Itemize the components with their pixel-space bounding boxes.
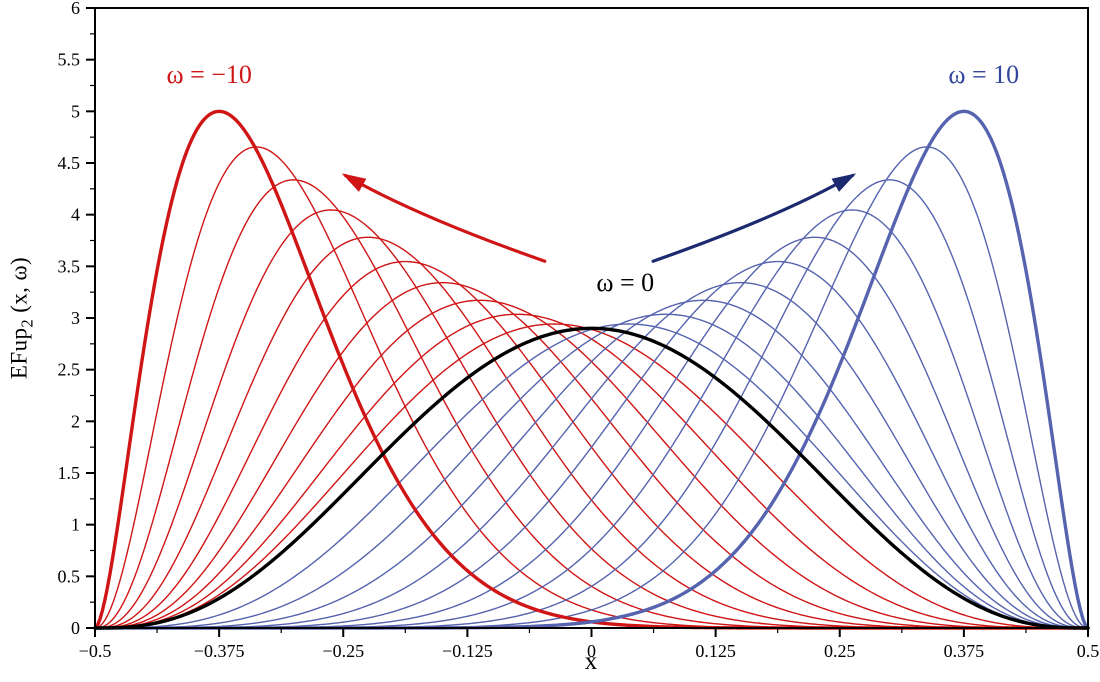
curve-omega--5 <box>95 260 1088 629</box>
y-tick-label: 1.5 <box>58 463 81 483</box>
arrow-to-positive-head <box>831 173 857 192</box>
curve-omega-4 <box>95 281 1088 629</box>
curve-omega--7 <box>94 209 1088 629</box>
y-tick-label: 5.5 <box>58 50 81 70</box>
y-tick-label: 2.5 <box>58 360 81 380</box>
curve-omega--6 <box>95 236 1088 629</box>
annotation-omega-0: ω = 0 <box>596 267 655 297</box>
curve-omega-3 <box>95 299 1088 629</box>
curve-omega-7 <box>95 209 1089 629</box>
curve-omega--10 <box>93 109 1090 630</box>
curve-omega--9 <box>94 146 1088 629</box>
curve-omega-5 <box>95 260 1088 629</box>
curve-omega-9 <box>95 146 1089 629</box>
annotation-omega-10: ω = 10 <box>948 60 1020 90</box>
arrow-to-positive <box>651 173 855 263</box>
arrow-to-negative-head <box>341 173 367 192</box>
y-tick-label: 4 <box>71 205 80 225</box>
curve-omega--3 <box>95 299 1088 629</box>
x-tick-label: 0 <box>587 641 596 661</box>
curve-omega--8 <box>94 179 1088 629</box>
y-tick-label: 6 <box>71 0 80 18</box>
x-tick-label: −0.375 <box>194 641 245 661</box>
curve-omega-0 <box>93 326 1090 630</box>
y-axis-label-prefix: EFup <box>6 327 32 380</box>
y-tick-label: 0 <box>71 618 80 638</box>
x-tick-label: −0.125 <box>442 641 493 661</box>
x-tick-label: −0.5 <box>79 641 112 661</box>
axis-ticks <box>86 7 1089 637</box>
x-tick-label: −0.25 <box>322 641 364 661</box>
y-tick-label: 4.5 <box>58 153 81 173</box>
trend-arrows <box>341 173 857 263</box>
arrow-to-negative <box>343 173 547 263</box>
curve-omega-10 <box>93 109 1090 630</box>
x-tick-label: 0.25 <box>824 641 856 661</box>
x-axis-label: x <box>584 648 598 675</box>
tick-labels: −0.5 −0.375 −0.25 −0.125 0 0.125 0.25 0.375 0.5 0… <box>58 0 1100 661</box>
y-tick-label: 2 <box>71 411 80 431</box>
curve-omega-8 <box>95 179 1089 629</box>
annotation-omega-minus-10: ω = −10 <box>166 60 252 90</box>
y-axis-label-subscript: 2 <box>17 318 37 328</box>
y-tick-label: 1 <box>71 515 80 535</box>
curve-omega-2 <box>95 313 1088 629</box>
x-tick-label: 0.5 <box>1077 641 1100 661</box>
x-tick-label: 0.125 <box>695 641 736 661</box>
x-tick-label: 0.375 <box>944 641 985 661</box>
curves <box>93 109 1090 630</box>
y-tick-label: 3.5 <box>58 256 81 276</box>
y-axis-label-suffix: (x, ω) <box>6 256 32 319</box>
y-tick-label: 0.5 <box>58 566 81 586</box>
y-tick-label: 3 <box>71 308 80 328</box>
y-axis-label: EFup2 (x, ω) <box>7 257 38 379</box>
curve-omega-6 <box>95 236 1088 629</box>
y-tick-label: 5 <box>71 101 80 121</box>
